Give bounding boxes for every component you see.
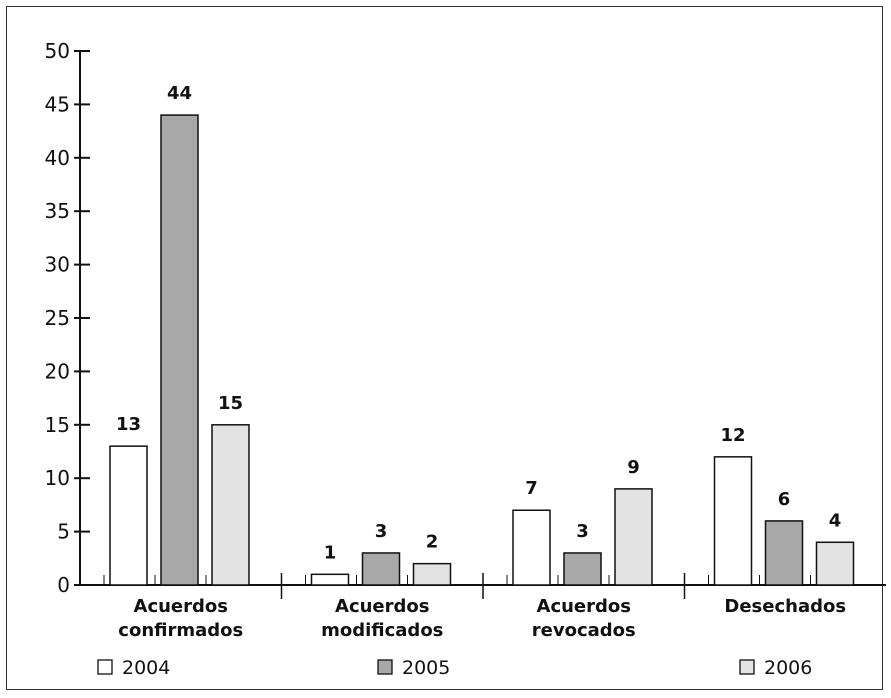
- data-label-2004-1: 1: [324, 542, 337, 563]
- bar-2006-3: [815, 541, 855, 586]
- legend-label-2006: 2006: [764, 657, 812, 679]
- legend-label-2004: 2004: [122, 657, 170, 679]
- data-label-2005-0: 44: [167, 83, 192, 104]
- data-label-2005-2: 3: [576, 521, 589, 542]
- y-tick-label-40: 40: [45, 146, 70, 170]
- category-label-0: Acuerdos confirmados: [118, 596, 243, 641]
- data-label-2004-3: 12: [720, 425, 745, 446]
- bar-2006-1: [412, 562, 452, 586]
- y-tick-label-0: 0: [57, 573, 70, 597]
- bar-2005-2: [563, 552, 602, 586]
- bar-2006-2: [614, 488, 653, 586]
- category-label-2: Acuerdos revocados: [532, 596, 636, 641]
- y-tick-label-20: 20: [45, 359, 70, 383]
- y-tick-label-5: 5: [57, 520, 70, 544]
- data-label-2004-0: 13: [116, 414, 141, 435]
- legend-swatch-2006: [739, 659, 755, 675]
- data-label-2005-1: 3: [375, 521, 388, 542]
- y-tick-label-15: 15: [45, 413, 70, 437]
- data-label-2006-0: 15: [218, 393, 243, 414]
- y-tick-label-10: 10: [45, 466, 70, 490]
- legend-swatch-2004: [97, 659, 113, 675]
- data-label-2006-1: 2: [426, 532, 439, 553]
- category-label-1: Acuerdos modificados: [321, 596, 443, 641]
- bar-2004-0: [109, 445, 148, 586]
- y-tick-label-45: 45: [45, 92, 70, 116]
- bar-2005-0: [160, 114, 199, 586]
- bar-2005-3: [764, 520, 804, 586]
- data-label-2004-2: 7: [525, 478, 538, 499]
- y-tick-label-30: 30: [45, 253, 70, 277]
- y-tick-label-25: 25: [45, 306, 70, 330]
- data-label-2005-3: 6: [778, 489, 791, 510]
- legend-swatch-2005: [377, 659, 393, 675]
- data-label-2006-3: 4: [829, 510, 842, 531]
- bar-2005-1: [361, 552, 401, 586]
- data-label-2006-2: 9: [627, 457, 640, 478]
- bar-2004-2: [512, 509, 551, 586]
- y-tick-label-50: 50: [45, 39, 70, 63]
- bar-2006-0: [211, 424, 250, 586]
- bar-2004-3: [713, 456, 753, 586]
- category-label-3: Desechados: [724, 596, 846, 617]
- bar-2004-1: [310, 573, 350, 586]
- y-tick-label-35: 35: [45, 199, 70, 223]
- legend-label-2005: 2005: [402, 657, 450, 679]
